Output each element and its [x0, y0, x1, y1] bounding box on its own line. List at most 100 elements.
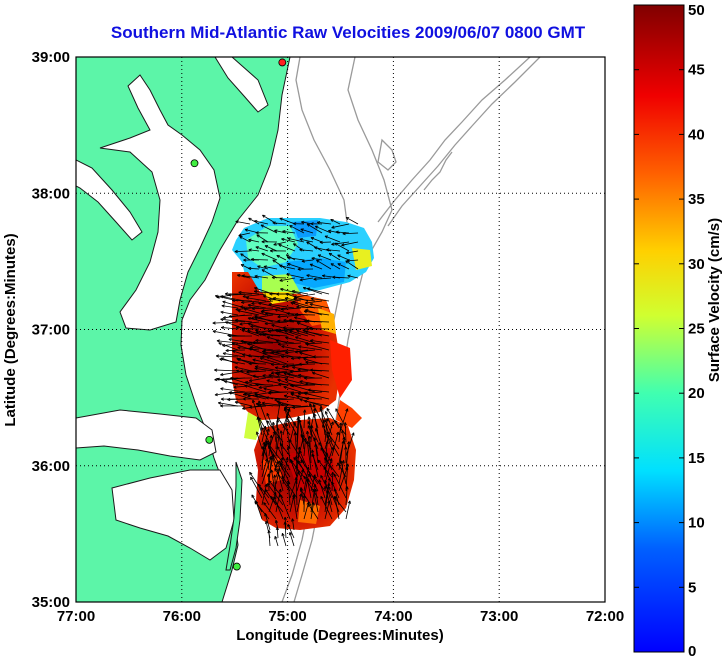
- velocity-vector: [281, 345, 302, 351]
- velocity-vector: [282, 363, 302, 368]
- velocity-vector-head: [239, 369, 243, 372]
- grid-lines: [76, 57, 605, 602]
- velocity-vector-head: [237, 309, 241, 311]
- velocity-vector-head: [295, 477, 298, 481]
- velocity-vector: [345, 250, 359, 254]
- velocity-vector-head: [252, 399, 256, 403]
- velocity-vector: [324, 486, 333, 513]
- velocity-vector-head: [307, 425, 311, 428]
- velocity-vector-head: [263, 265, 267, 267]
- velocity-vector-head: [273, 242, 277, 246]
- velocity-vector: [263, 349, 288, 355]
- velocity-vector: [273, 241, 287, 246]
- velocity-vector-head: [324, 479, 328, 483]
- velocity-vector-head: [313, 404, 316, 407]
- velocity-vector: [249, 405, 267, 408]
- velocity-vector-head: [326, 452, 329, 456]
- velocity-vector: [318, 479, 326, 499]
- velocity-vector-head: [318, 442, 322, 445]
- velocity-vector: [287, 481, 291, 506]
- velocity-vector-head: [315, 488, 318, 492]
- velocity-vector: [246, 297, 267, 302]
- velocity-vector-head: [335, 230, 339, 233]
- velocity-vector-head: [237, 358, 241, 360]
- velocity-vector: [228, 391, 253, 400]
- velocity-vector-head: [266, 412, 270, 416]
- velocity-vector: [345, 260, 359, 270]
- velocity-vector-head: [237, 346, 241, 348]
- velocity-vector-head: [305, 382, 309, 385]
- velocity-vector: [345, 486, 348, 506]
- velocity-vector: [276, 446, 291, 471]
- velocity-vector-head: [225, 348, 229, 351]
- velocity-vector: [326, 431, 340, 450]
- velocity-vector-head: [280, 355, 284, 358]
- velocity-vector: [334, 242, 350, 252]
- velocity-vector-head: [266, 379, 270, 381]
- velocity-vector: [285, 336, 309, 344]
- velocity-vector: [265, 313, 288, 316]
- velocity-vector-head: [308, 416, 311, 420]
- colorbar-tick-label: 25: [688, 321, 705, 338]
- velocity-vector: [278, 244, 296, 252]
- velocity-vector-head: [308, 466, 310, 471]
- velocity-vector-head: [280, 287, 284, 290]
- velocity-vector: [248, 239, 260, 243]
- velocity-vector: [254, 367, 274, 372]
- velocity-vector-head: [256, 431, 259, 435]
- velocity-vector: [310, 369, 330, 372]
- velocity-vector-head: [291, 289, 296, 292]
- velocity-vector: [289, 422, 296, 443]
- velocity-vector-head: [276, 400, 280, 402]
- velocity-vectors: [212, 214, 359, 547]
- velocity-vector: [274, 536, 279, 547]
- velocity-vector: [277, 417, 291, 436]
- velocity-vector-head: [224, 380, 228, 382]
- velocity-vector-head: [307, 287, 311, 289]
- velocity-vector-head: [326, 248, 330, 251]
- velocity-vector: [247, 342, 267, 345]
- colorbar-tick-label: 45: [688, 62, 705, 79]
- velocity-vector-head: [280, 489, 282, 493]
- velocity-vector: [298, 374, 316, 379]
- velocity-vector: [263, 349, 281, 352]
- velocity-vector: [303, 287, 323, 295]
- velocity-vector-head: [312, 355, 316, 358]
- velocity-vector-head: [304, 392, 308, 394]
- velocity-vector: [227, 398, 246, 401]
- velocity-vector: [323, 466, 333, 485]
- velocity-vector-head: [301, 220, 305, 223]
- velocity-vector-head: [265, 396, 269, 399]
- velocity-vector-head: [308, 503, 312, 506]
- velocity-vector: [244, 385, 267, 393]
- velocity-vector: [280, 307, 302, 310]
- velocity-vector: [320, 496, 333, 520]
- velocity-vector-head: [268, 428, 270, 432]
- velocity-vector: [252, 359, 274, 365]
- velocity-vector-head: [334, 488, 337, 492]
- velocity-vector-head: [314, 437, 317, 441]
- velocity-vector: [315, 225, 332, 234]
- velocity-vector-head: [301, 259, 305, 262]
- velocity-vector: [311, 257, 323, 261]
- velocity-vector-head: [222, 315, 226, 319]
- velocity-vector-head: [309, 327, 313, 329]
- velocity-vector: [268, 473, 270, 492]
- velocity-vector-head: [310, 222, 314, 225]
- velocity-vector-head: [274, 468, 278, 471]
- velocity-vector: [315, 443, 319, 464]
- velocity-vector: [305, 300, 323, 304]
- velocity-vector: [324, 235, 341, 243]
- velocity-vector-head: [280, 307, 284, 310]
- velocity-vector-head: [304, 409, 307, 413]
- velocity-vector-head: [234, 249, 238, 252]
- velocity-vector: [225, 349, 246, 351]
- velocity-vector-head: [261, 427, 265, 430]
- velocity-vector-head: [345, 446, 348, 450]
- velocity-vector-head: [282, 326, 286, 329]
- velocity-vector: [248, 267, 260, 270]
- velocity-vector: [312, 489, 319, 513]
- velocity-vector: [275, 401, 281, 429]
- velocity-vector: [240, 306, 260, 309]
- velocity-vector-head: [248, 361, 252, 364]
